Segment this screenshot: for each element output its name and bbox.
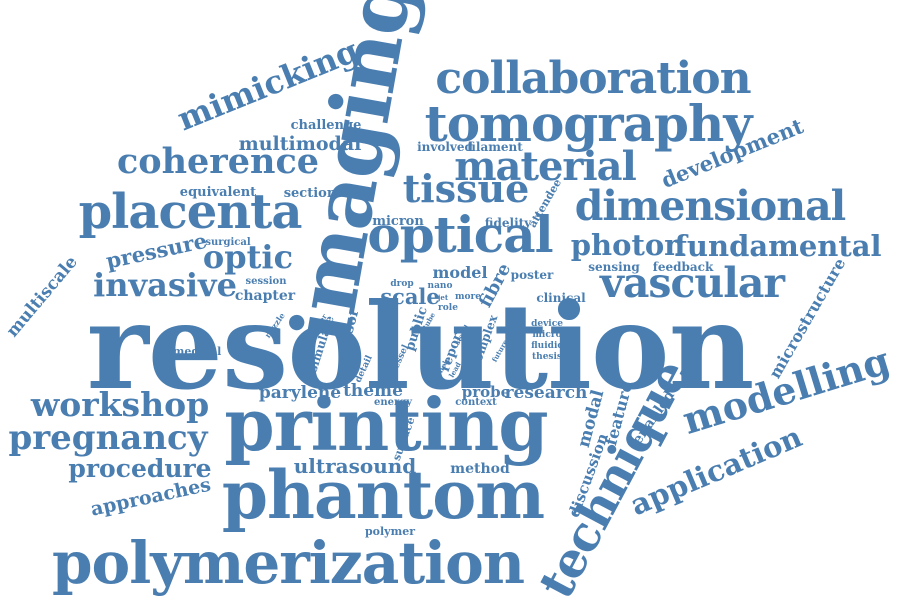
word-ultrasound: ultrasound — [294, 454, 417, 478]
word-multiscale: multiscale — [3, 252, 82, 341]
word-clinical: clinical — [536, 291, 586, 305]
word-research: research — [505, 383, 588, 403]
word-polymer: polymer — [365, 525, 415, 538]
word-collaboration: collaboration — [435, 53, 750, 104]
word-energy: energy — [374, 397, 413, 408]
word-poster: poster — [511, 268, 554, 282]
word-fidelity: fidelity — [485, 216, 532, 230]
word-tomography: tomography — [425, 94, 755, 153]
word-fluidic: fluidic — [531, 341, 563, 351]
word-involved: involved — [417, 140, 473, 154]
word-feedback: feedback — [653, 260, 714, 274]
word-session: session — [246, 276, 288, 287]
word-method: method — [450, 461, 510, 477]
word-theme: theme — [343, 381, 403, 401]
word-role: role — [438, 303, 458, 313]
word-multimodal: multimodal — [239, 133, 362, 155]
word-drop: drop — [390, 279, 413, 289]
word-probe: probe — [462, 383, 510, 401]
word-printing: printing — [224, 382, 547, 467]
word-coherence: coherence — [117, 141, 319, 182]
word-polymerization: polymerization — [52, 529, 524, 597]
word-resolution: resolution — [87, 277, 754, 416]
word-context: context — [455, 397, 497, 408]
word-medical: medical — [173, 345, 222, 358]
word-equivalent: equivalent — [180, 185, 256, 200]
word-challenge: challenge — [291, 118, 362, 133]
word-optical: optical — [367, 205, 552, 264]
word-invasive: invasive — [93, 266, 237, 304]
word-section: section — [284, 186, 337, 201]
word-pregnancy: pregnancy — [8, 418, 208, 458]
word-material: material — [454, 143, 636, 190]
word-micro: micro — [532, 330, 561, 340]
word-workshop: workshop — [30, 385, 209, 424]
word-vascular: vascular — [599, 259, 786, 307]
word-tissue: tissue — [403, 166, 530, 211]
word-optic: optic — [203, 238, 293, 276]
word-photon: photon — [571, 228, 686, 262]
word-model: model — [432, 263, 487, 282]
word-micron: micron — [372, 214, 424, 229]
word-more: more — [455, 292, 481, 302]
word-filament: filament — [467, 140, 523, 154]
word-fundamental: fundamental — [674, 229, 881, 263]
word-sensing: sensing — [588, 260, 640, 274]
word-dimensional: dimensional — [575, 182, 846, 230]
word-surgical: surgical — [205, 237, 251, 248]
word-procedure: procedure — [68, 454, 211, 483]
word-jet: jet — [437, 293, 449, 302]
word-parylene: parylene — [259, 383, 341, 403]
word-scale: scale — [380, 284, 440, 309]
word-phantom: phantom — [222, 456, 544, 534]
word-nano: nano — [428, 281, 453, 291]
word-placenta: placenta — [79, 184, 302, 240]
word-chapter: chapter — [235, 288, 296, 304]
word-device: device — [531, 319, 563, 329]
word-thesis: thesis — [532, 352, 562, 362]
